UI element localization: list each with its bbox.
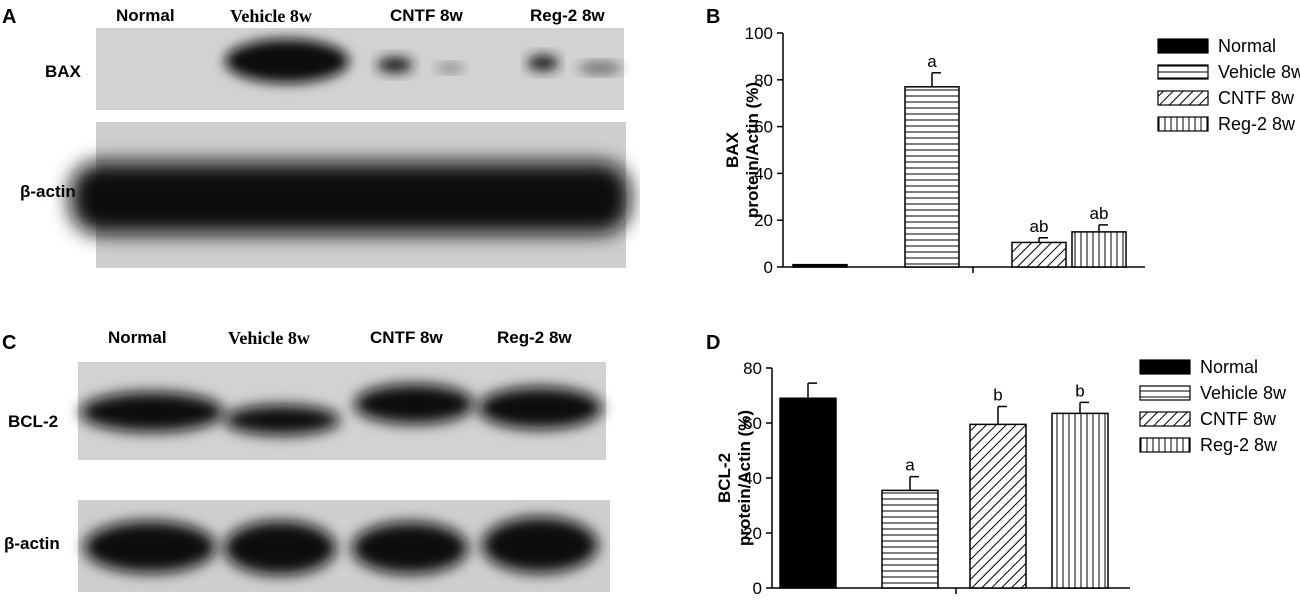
bcl2-bar-chart: 0 20 40 60 80 BCL-2 protein/Actin (%) a b b Normal… [715, 357, 1287, 598]
lane-label-vehicle-2: Vehicle 8w [228, 328, 310, 348]
bar-cntf-8w [1011, 241, 1067, 268]
y-axis-label-line1: BCL-2 [715, 453, 734, 503]
lane-label-reg2: Reg-2 8w [530, 6, 605, 25]
y-tick-label: 80 [743, 359, 762, 378]
y-axis-label: BCL-2 protein/Actin (%) [715, 410, 754, 546]
y-tick-label: 40 [754, 164, 773, 183]
y-tick-label: 60 [754, 118, 773, 137]
bar-reg-2-8w [1051, 412, 1109, 589]
significance-label: ab [1090, 204, 1109, 223]
bax-band-reg2-faint [578, 63, 622, 73]
legend-swatch [1157, 64, 1209, 80]
lane-label-cntf: CNTF 8w [390, 6, 463, 25]
significance-label: a [927, 52, 937, 71]
y-tick-label: 60 [743, 414, 762, 433]
legend-label: CNTF 8w [1218, 88, 1295, 108]
actin-bottom-band-reg2 [482, 517, 598, 573]
band-label-actin-top: β-actin [20, 182, 76, 201]
legend-label: Normal [1218, 36, 1276, 56]
actin-bottom-band-normal [84, 521, 216, 573]
legend-label: CNTF 8w [1200, 409, 1277, 429]
bax-band-cntf [377, 57, 413, 73]
panel-letter-d: D [706, 332, 721, 354]
bax-bar-chart: 0 20 40 60 80 100 BAX protein/Actin (%) a ab ab Nor… [723, 24, 1300, 277]
y-tick-label: 0 [764, 258, 773, 277]
bar-reg-2-8w [1071, 231, 1127, 268]
y-tick-label: 20 [754, 211, 773, 230]
legend-label: Vehicle 8w [1218, 62, 1300, 82]
lane-label-vehicle: Vehicle 8w [230, 6, 312, 26]
bax-band-vehicle [225, 39, 349, 83]
bcl2-band-vehicle [224, 405, 340, 435]
band-label-bcl2: BCL-2 [8, 412, 59, 431]
y-tick-label: 100 [745, 24, 773, 43]
actin-bottom-band-vehicle [224, 521, 336, 575]
significance-label: b [1075, 381, 1084, 400]
blot-bottom-image [78, 362, 610, 592]
panel-letter-b: B [706, 6, 721, 28]
y-tick-label: 40 [743, 469, 762, 488]
legend-label: Reg-2 8w [1218, 114, 1296, 134]
bar-vehicle-8w [904, 86, 960, 268]
y-tick-label: 20 [743, 524, 762, 543]
bcl2-band-normal [80, 392, 224, 432]
band-label-bax: BAX [45, 62, 81, 81]
lane-label-normal: Normal [116, 6, 175, 25]
significance-label: ab [1030, 217, 1049, 236]
y-axis-label-line2: protein/Actin (%) [743, 82, 762, 218]
legend-swatch [1139, 437, 1191, 453]
significance-label: b [993, 386, 1002, 405]
legend-swatch [1139, 411, 1191, 427]
bax-band-cntf-faint [436, 64, 464, 72]
bcl2-band-cntf [354, 384, 474, 424]
y-axis-label: BAX protein/Actin (%) [723, 82, 762, 218]
legend-swatch [1157, 116, 1209, 132]
lane-label-cntf-2: CNTF 8w [370, 328, 443, 347]
legend-label: Normal [1200, 357, 1258, 377]
bar-normal [792, 263, 848, 268]
actin-bottom-band-cntf [352, 522, 468, 574]
legend-swatch [1157, 90, 1209, 106]
bax-band-reg2 [527, 55, 559, 71]
lane-label-reg2-2: Reg-2 8w [497, 328, 572, 347]
actin-top-band [70, 162, 630, 234]
lane-label-normal-2: Normal [108, 328, 167, 347]
panel-letter-c: C [2, 332, 17, 354]
legend-swatch [1139, 359, 1191, 375]
y-axis-label-line1: BAX [723, 131, 742, 168]
panel-letter-a: A [2, 6, 17, 28]
legend-swatch [1157, 38, 1209, 54]
legend-label: Vehicle 8w [1200, 383, 1287, 403]
blot-top-image [70, 28, 630, 268]
y-tick-label: 80 [754, 71, 773, 90]
legend-label: Reg-2 8w [1200, 435, 1278, 455]
bcl2-band-reg2 [478, 387, 602, 429]
y-axis-label-line2: protein/Actin (%) [735, 410, 754, 546]
bar-cntf-8w [969, 423, 1027, 589]
legend-swatch [1139, 385, 1191, 401]
bar-vehicle-8w [881, 489, 939, 589]
significance-label: a [905, 456, 915, 475]
y-tick-label: 0 [753, 579, 762, 598]
band-label-actin-bottom: β-actin [4, 534, 60, 553]
bar-normal [779, 397, 837, 589]
